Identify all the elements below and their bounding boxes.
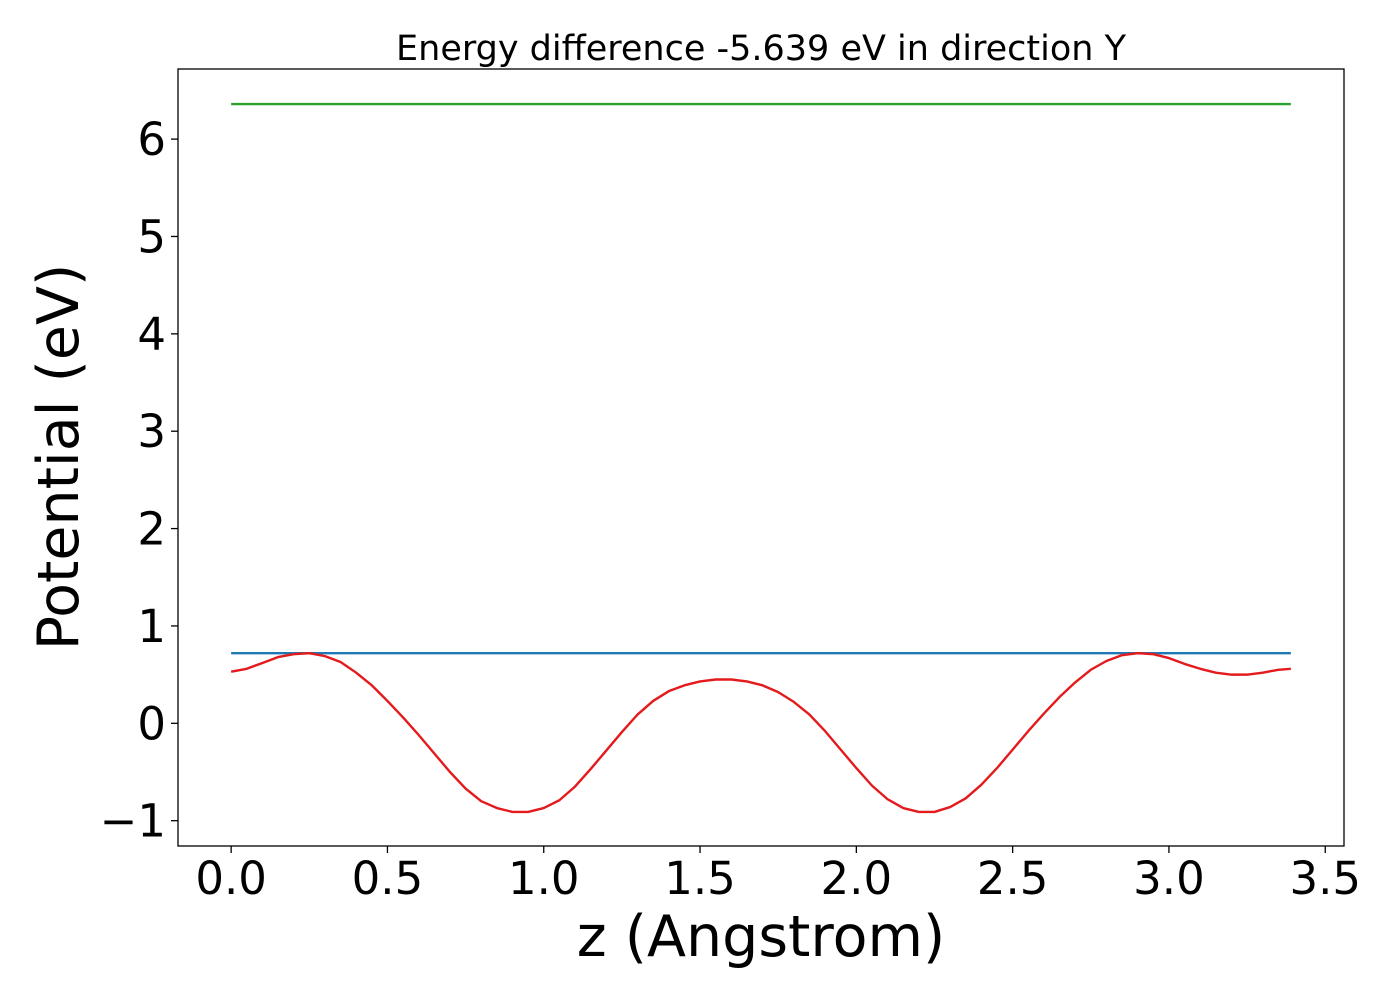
x-axis: 0.0 0.5 1.0 1.5 2.0 2.5 3.0 3.5 [195, 846, 1361, 905]
plot-area [230, 102, 1291, 814]
series-line-2 [230, 652, 1291, 814]
y-tick-label: 5 [137, 210, 166, 263]
x-tick-label: 1.5 [664, 852, 736, 905]
y-tick-label: 4 [137, 308, 166, 361]
y-tick-label: 6 [137, 113, 166, 166]
y-tick-label: 1 [137, 600, 166, 653]
x-tick-label: 1.0 [508, 852, 580, 905]
y-tick-label: 3 [137, 405, 166, 458]
x-tick-label: 2.0 [821, 852, 893, 905]
x-tick-label: 3.5 [1289, 852, 1361, 905]
x-axis-label: z (Angstrom) [577, 904, 945, 970]
y-axis: −1 0 1 2 3 4 5 6 [100, 113, 178, 848]
x-tick-label: 0.5 [352, 852, 424, 905]
y-tick-label: 0 [137, 697, 166, 750]
y-tick-label: −1 [100, 795, 166, 848]
y-axis-label: Potential (eV) [26, 264, 92, 650]
chart-title: Energy difference -5.639 eV in direction… [396, 29, 1127, 69]
y-tick-label: 2 [137, 503, 166, 556]
x-tick-label: 3.0 [1133, 852, 1205, 905]
x-tick-label: 2.5 [977, 852, 1049, 905]
axes-frame [177, 68, 1345, 847]
x-tick-label: 0.0 [195, 852, 267, 905]
